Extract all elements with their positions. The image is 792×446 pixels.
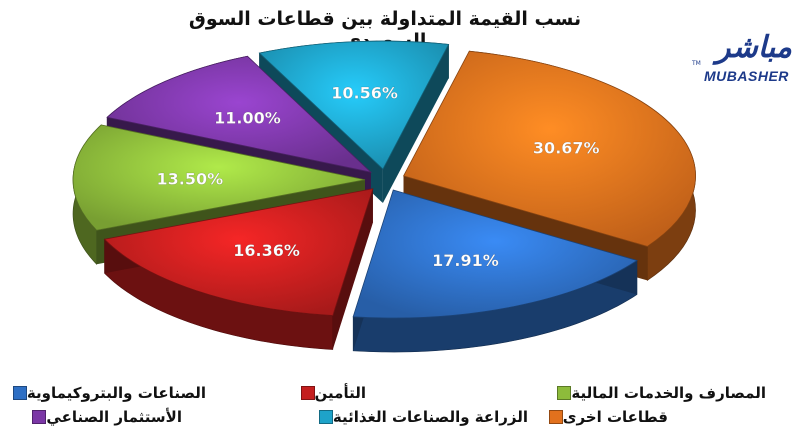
slice-value-label: 16.36% — [233, 241, 300, 260]
pie-slice — [72, 124, 366, 231]
mubasher-logo: مباشر TM MUBASHER — [692, 30, 792, 92]
legend-item: الزراعة والصناعات الغذائية — [313, 408, 528, 426]
slice-value-label: 10.56% — [331, 84, 398, 103]
legend-item: قطاعات اخرى — [543, 408, 668, 426]
logo-english-text: MUBASHER — [704, 68, 789, 84]
slice-value-label: 17.91% — [432, 251, 499, 270]
legend-item: المصارف والخدمات المالية — [551, 384, 766, 402]
legend-swatch — [318, 410, 333, 424]
logo-tm-mark: TM — [692, 60, 701, 67]
legend-label: قطاعات اخرى — [562, 408, 668, 426]
pie-slice — [402, 50, 696, 247]
logo-arabic-text: مباشر — [716, 30, 792, 65]
legend-swatch — [548, 410, 563, 424]
pie-slice — [103, 188, 374, 316]
legend-label: الصناعات والبتروكيماوية — [26, 384, 206, 402]
legend-label: المصارف والخدمات المالية — [571, 384, 766, 402]
pie-slice — [106, 55, 373, 173]
legend-swatch — [300, 386, 315, 400]
legend-label: الزراعة والصناعات الغذائية — [332, 408, 528, 426]
slice-value-label: 30.67% — [533, 138, 600, 157]
legend-swatch — [12, 386, 27, 400]
legend-item: الصناعات والبتروكيماوية — [7, 384, 206, 402]
legend-label: الأستثمار الصناعي — [46, 408, 182, 426]
slice-value-label: 11.00% — [214, 109, 281, 128]
legend-item: الأستثمار الصناعي — [26, 408, 182, 426]
legend-swatch — [32, 410, 47, 424]
legend-item: التأمين — [295, 384, 366, 402]
legend-swatch — [557, 386, 572, 400]
pie-slice — [352, 189, 638, 319]
pie-slice — [258, 40, 450, 170]
legend-label: التأمين — [314, 384, 366, 402]
slice-value-label: 13.50% — [157, 169, 224, 188]
